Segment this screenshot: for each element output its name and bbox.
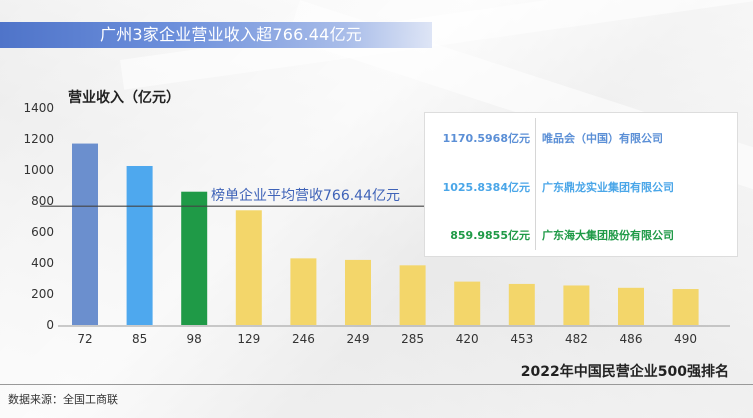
average-reference-label: 榜单企业平均营收766.44亿元 bbox=[211, 187, 400, 204]
x-axis-label: 2022年中国民营企业500强排名 bbox=[520, 364, 729, 380]
bar bbox=[508, 283, 535, 325]
x-tick-label: 72 bbox=[77, 332, 92, 346]
y-tick-label: 600 bbox=[31, 225, 54, 239]
x-tick-label: 249 bbox=[347, 332, 370, 346]
legend-company-name: 广东鼎龙实业集团有限公司 bbox=[542, 181, 674, 194]
bar bbox=[235, 210, 262, 325]
legend-company-name: 广东海大集团股份有限公司 bbox=[542, 229, 674, 242]
source-divider bbox=[0, 384, 753, 385]
bar bbox=[181, 191, 208, 325]
x-tick-label: 453 bbox=[510, 332, 533, 346]
x-tick-label: 285 bbox=[401, 332, 424, 346]
y-tick-label: 200 bbox=[31, 287, 54, 301]
x-tick-label: 85 bbox=[132, 332, 147, 346]
data-source: 数据来源：全国工商联 bbox=[8, 393, 118, 406]
title-band bbox=[0, 22, 432, 48]
x-tick-label: 98 bbox=[187, 332, 202, 346]
bar bbox=[672, 289, 699, 325]
chart-title: 广州3家企业营业收入超766.44亿元 bbox=[100, 25, 362, 44]
legend-box bbox=[424, 112, 738, 257]
bar bbox=[126, 165, 153, 325]
y-tick-label: 1200 bbox=[23, 132, 54, 146]
legend-value: 1170.5968亿元 bbox=[442, 132, 530, 145]
x-tick-label: 420 bbox=[456, 332, 479, 346]
x-tick-label: 482 bbox=[565, 332, 588, 346]
x-tick-label: 246 bbox=[292, 332, 315, 346]
y-tick-label: 800 bbox=[31, 194, 54, 208]
x-tick-label: 486 bbox=[620, 332, 643, 346]
y-axis-label: 营业收入（亿元） bbox=[68, 90, 180, 106]
y-tick-label: 400 bbox=[31, 256, 54, 270]
bar bbox=[618, 287, 644, 325]
y-tick-label: 0 bbox=[46, 318, 54, 332]
bar bbox=[72, 143, 98, 325]
bar bbox=[399, 265, 426, 325]
bar bbox=[454, 281, 481, 325]
legend-separator bbox=[535, 118, 536, 250]
legend-company-name: 唯品会（中国）有限公司 bbox=[542, 132, 663, 145]
bar bbox=[290, 258, 317, 325]
bar bbox=[563, 285, 590, 325]
x-tick-label: 490 bbox=[674, 332, 697, 346]
bar bbox=[345, 259, 371, 325]
y-tick-label: 1400 bbox=[23, 101, 54, 115]
x-tick-label: 129 bbox=[237, 332, 260, 346]
legend-value: 1025.8384亿元 bbox=[442, 181, 530, 194]
y-tick-label: 1000 bbox=[23, 163, 54, 177]
legend-value: 859.9855亿元 bbox=[450, 229, 530, 242]
